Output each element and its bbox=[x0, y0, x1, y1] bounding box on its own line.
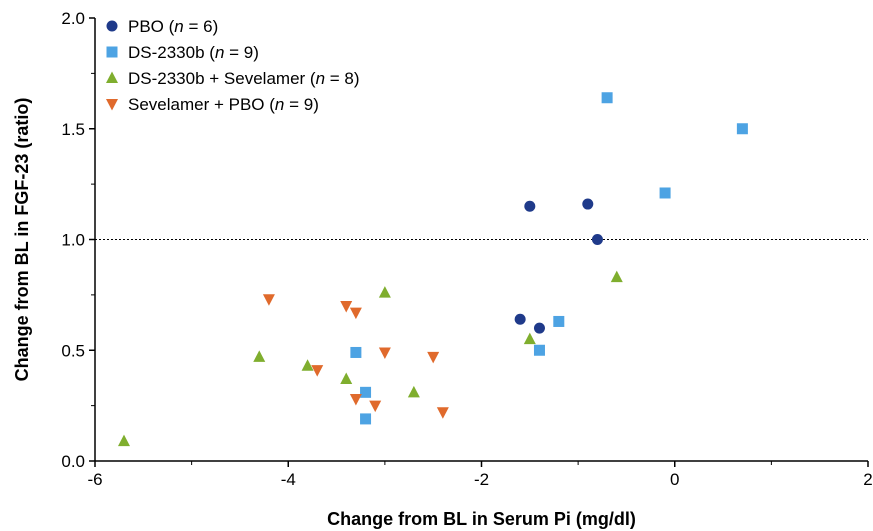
y-tick-label: 1.5 bbox=[61, 120, 85, 139]
data-point-triangle-down bbox=[349, 307, 362, 320]
data-point-circle bbox=[533, 322, 545, 334]
data-point-square bbox=[659, 187, 671, 199]
data-point-circle bbox=[514, 313, 526, 325]
y-tick-label: 2.0 bbox=[61, 9, 85, 28]
data-point-square bbox=[736, 123, 748, 135]
data-point-triangle-up bbox=[407, 385, 420, 398]
data-point-square bbox=[360, 413, 372, 425]
data-point-triangle-up bbox=[523, 332, 536, 345]
legend-label: PBO (n = 6) bbox=[128, 17, 218, 36]
y-tick-label: 0.5 bbox=[61, 341, 85, 360]
data-point-circle bbox=[524, 200, 536, 212]
data-point-square bbox=[350, 346, 362, 358]
data-point-triangle-up bbox=[301, 359, 314, 371]
data-point-triangle-up bbox=[378, 286, 391, 298]
y-tick-label: 0.0 bbox=[61, 452, 85, 471]
legend-label: Sevelamer + PBO (n = 9) bbox=[128, 95, 319, 114]
data-point-triangle-up bbox=[610, 270, 623, 283]
legend-marker-triangle-up bbox=[106, 71, 118, 83]
data-point-triangle-down bbox=[378, 347, 391, 359]
data-point-triangle-down bbox=[311, 365, 324, 377]
y-tick-label: 1.0 bbox=[61, 231, 85, 250]
legend-marker-circle bbox=[106, 20, 118, 32]
data-point-triangle-down bbox=[427, 351, 440, 364]
x-tick-label: -6 bbox=[87, 470, 102, 489]
data-point-triangle-down bbox=[436, 407, 449, 419]
data-point-square bbox=[533, 344, 545, 356]
data-point-square bbox=[360, 386, 372, 398]
data-point-triangle-down bbox=[262, 294, 275, 306]
legend-label: DS-2330b (n = 9) bbox=[128, 43, 259, 62]
x-tick-label: -4 bbox=[281, 470, 296, 489]
legend-marker-triangle-down bbox=[106, 99, 118, 111]
y-axis-title: Change from BL in FGF-23 (ratio) bbox=[12, 98, 32, 382]
data-point-triangle-up bbox=[117, 434, 130, 447]
legend-marker-square bbox=[106, 46, 118, 58]
data-points bbox=[117, 92, 748, 447]
data-point-triangle-up bbox=[253, 350, 266, 362]
data-point-circle bbox=[591, 234, 603, 245]
axes: -6 -4 -2 0 2 0.0 0.5 1.0 1.5 2.0 bbox=[61, 9, 872, 489]
data-point-circle bbox=[582, 198, 594, 210]
data-point-triangle-down bbox=[340, 300, 353, 313]
x-tick-label: 2 bbox=[863, 470, 872, 489]
data-point-square bbox=[553, 315, 565, 327]
data-point-triangle-up bbox=[340, 372, 353, 385]
data-point-triangle-down bbox=[349, 393, 362, 406]
legend-label: DS-2330b + Sevelamer (n = 8) bbox=[128, 69, 360, 88]
legend: PBO (n = 6) DS-2330b (n = 9) DS-2330b + Se… bbox=[106, 17, 360, 114]
x-tick-label: 0 bbox=[670, 470, 679, 489]
x-tick-label: -2 bbox=[474, 470, 489, 489]
x-axis-title: Change from BL in Serum Pi (mg/dl) bbox=[327, 509, 636, 529]
data-point-square bbox=[601, 92, 613, 104]
data-point-triangle-down bbox=[369, 400, 382, 413]
